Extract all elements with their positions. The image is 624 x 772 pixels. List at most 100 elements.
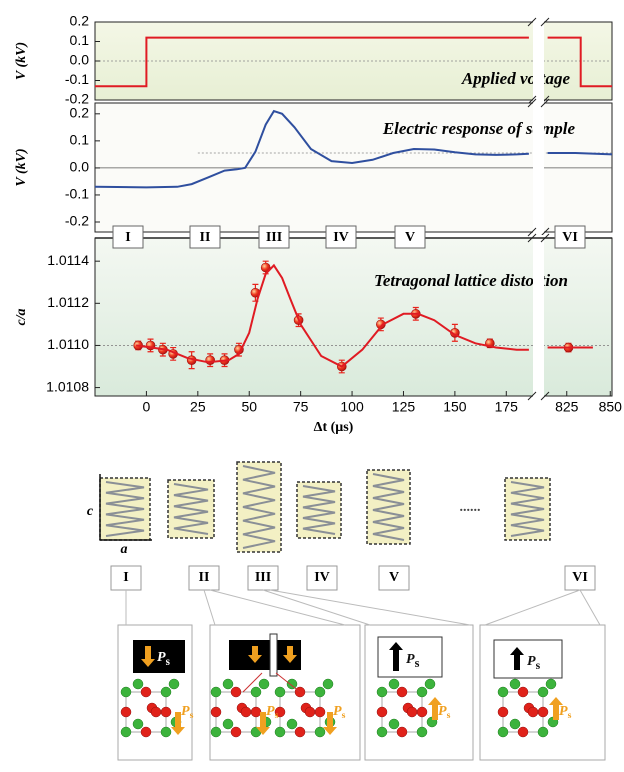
annotation: Tetragonal lattice distortion bbox=[374, 271, 568, 290]
annotation: Electric response of sample bbox=[382, 119, 576, 138]
atom-b bbox=[294, 726, 306, 738]
stage-label: IV bbox=[333, 230, 349, 245]
connector bbox=[242, 672, 301, 693]
y-tick-label: 0.2 bbox=[70, 13, 90, 29]
polarization-subscript: s bbox=[342, 710, 346, 721]
y-tick-label: 0.0 bbox=[70, 159, 90, 175]
stage-label: IV bbox=[314, 570, 330, 585]
atom-a bbox=[537, 726, 549, 738]
atom-a bbox=[545, 678, 557, 690]
axis-break bbox=[533, 19, 544, 103]
arrow bbox=[428, 697, 442, 720]
ellipsis: ...... bbox=[460, 500, 481, 515]
atom-b bbox=[376, 706, 388, 718]
data-line bbox=[95, 36, 612, 88]
polarization-subscript: s bbox=[190, 710, 194, 721]
y-tick-label: 1.0110 bbox=[47, 336, 89, 352]
polarization-label: Ps bbox=[559, 704, 572, 721]
stage-label: I bbox=[123, 570, 128, 585]
arrow bbox=[510, 647, 524, 670]
y-tick-label: 1.0108 bbox=[46, 378, 89, 394]
annotation: Applied voltage bbox=[461, 69, 571, 88]
atom-a bbox=[322, 678, 334, 690]
x-tick-label: 100 bbox=[340, 399, 364, 415]
atom-a bbox=[132, 718, 144, 730]
x-tick-label: 175 bbox=[495, 399, 519, 415]
atom-a bbox=[160, 726, 172, 738]
atom-b bbox=[416, 706, 428, 718]
polarization-symbol: P bbox=[181, 704, 190, 719]
stage-box bbox=[258, 225, 290, 249]
x-tick-label: 125 bbox=[392, 399, 416, 415]
y-tick-label: 0.0 bbox=[70, 52, 90, 68]
stage-box bbox=[378, 565, 410, 591]
axis-arrow bbox=[99, 474, 152, 541]
spring bbox=[242, 465, 276, 549]
data-point bbox=[205, 355, 215, 365]
polarization-symbol: P bbox=[559, 704, 568, 719]
polarization-subscript: s bbox=[275, 710, 279, 721]
polarization-symbol: P bbox=[527, 654, 536, 669]
arrow bbox=[171, 712, 185, 735]
polarization-subscript: s bbox=[536, 659, 541, 672]
y-tick-label: -0.1 bbox=[65, 71, 89, 87]
y-tick-label: 1.0112 bbox=[47, 294, 89, 310]
connector bbox=[125, 589, 601, 626]
x-tick-label: 50 bbox=[241, 399, 257, 415]
y-tick-label: -0.2 bbox=[65, 91, 89, 107]
atom-a bbox=[120, 686, 132, 698]
atom-a bbox=[258, 678, 270, 690]
atom-a bbox=[168, 678, 180, 690]
stage-box bbox=[306, 565, 338, 591]
atom-a bbox=[160, 686, 172, 698]
atom-a bbox=[509, 718, 521, 730]
data-point bbox=[260, 262, 271, 273]
label-box bbox=[133, 640, 185, 673]
atom-a bbox=[388, 678, 400, 690]
break-mark bbox=[527, 17, 550, 27]
atom-a bbox=[497, 686, 509, 698]
atom-a bbox=[132, 678, 144, 690]
y-tick-label: 0.1 bbox=[70, 132, 90, 148]
break-mark bbox=[527, 98, 550, 108]
atom-a bbox=[314, 726, 326, 738]
arrow bbox=[283, 646, 297, 663]
stage-label: III bbox=[266, 230, 282, 245]
atom-b bbox=[517, 726, 529, 738]
atom-a bbox=[509, 678, 521, 690]
atom-a bbox=[250, 686, 262, 698]
stage-label: I bbox=[125, 230, 130, 245]
polarization-subscript: s bbox=[415, 656, 420, 670]
atom-a bbox=[210, 686, 222, 698]
stage-label: II bbox=[200, 230, 211, 245]
atom-b bbox=[497, 706, 509, 718]
polarization-label: Ps bbox=[333, 704, 346, 721]
atom-b bbox=[396, 686, 408, 698]
data-line bbox=[94, 109, 613, 189]
data-line bbox=[135, 263, 593, 368]
atom-b bbox=[527, 706, 539, 718]
y-tick-label: 0.2 bbox=[70, 105, 90, 121]
atom-b bbox=[314, 706, 326, 718]
arrow bbox=[248, 646, 262, 663]
arrow bbox=[323, 712, 337, 735]
atom-b bbox=[250, 706, 262, 718]
stage-box bbox=[189, 225, 221, 249]
stage-label: V bbox=[389, 570, 399, 585]
y-tick-label: -0.2 bbox=[65, 213, 89, 229]
polarization-symbol: P bbox=[333, 704, 342, 719]
panel-background bbox=[94, 102, 613, 233]
spring bbox=[372, 473, 405, 541]
label-box bbox=[493, 639, 563, 679]
atom-b bbox=[150, 706, 162, 718]
stage-box bbox=[554, 225, 586, 249]
y-axis-label: V (kV) bbox=[14, 148, 29, 186]
atom-a bbox=[388, 718, 400, 730]
spring bbox=[105, 481, 145, 537]
atom-a bbox=[222, 718, 234, 730]
x-tick-label: 825 bbox=[555, 399, 579, 415]
cell-a-label: a bbox=[121, 542, 128, 557]
polarization-label: Ps bbox=[157, 650, 171, 667]
atom-b bbox=[120, 706, 132, 718]
atom-a bbox=[497, 726, 509, 738]
